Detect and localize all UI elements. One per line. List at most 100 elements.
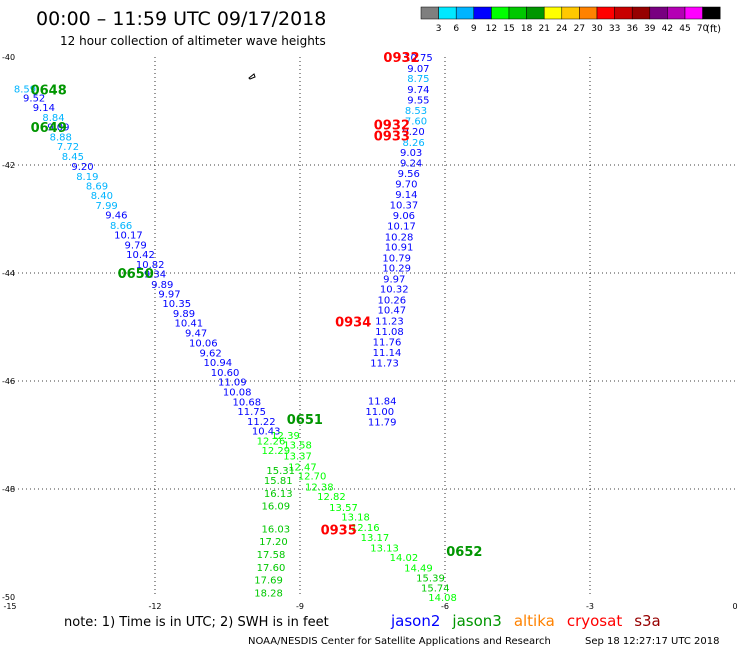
colorbar-tick-label: 15 (503, 24, 514, 34)
swh-value-label: 9.47 (185, 328, 207, 339)
x-tick-label: -12 (148, 602, 161, 611)
swh-value-label: 8.45 (62, 152, 84, 163)
swh-value-label: 11.73 (370, 359, 399, 370)
swh-value-label: 12.16 (351, 523, 380, 534)
colorbar-swatch (614, 6, 633, 20)
swh-value-label: 9.62 (199, 348, 221, 359)
swh-value-label: 8.59 (14, 84, 36, 95)
track-time-label: 0648 (31, 83, 67, 98)
swh-value-label: 9.97 (158, 290, 180, 301)
x-tick-label: -15 (3, 602, 16, 611)
swh-value-label: 10.17 (387, 221, 416, 232)
y-tick-label: -44 (2, 269, 15, 278)
swh-value-label: 18.28 (254, 589, 283, 600)
swh-value-label: 9.20 (71, 162, 93, 173)
swh-value-label: 10.17 (114, 231, 143, 242)
colorbar-tick-label: 39 (644, 24, 656, 34)
swh-value-label: 11.76 (373, 338, 402, 349)
swh-value-label: 12.82 (317, 492, 346, 503)
colorbar-swatch (702, 6, 721, 20)
swh-value-label: 15.81 (264, 476, 293, 487)
swh-value-label: 14.08 (428, 593, 457, 604)
swh-value-label: 14.49 (404, 563, 433, 574)
swh-value-label: 13.58 (283, 441, 312, 452)
mission-legend-item: cryosat (567, 612, 622, 630)
swh-value-label: 10.29 (382, 264, 411, 275)
swh-value-label: 9.89 (173, 309, 195, 320)
swh-value-label: 10.47 (378, 306, 407, 317)
swh-value-label: 12.38 (305, 482, 334, 493)
swh-value-label: 13.13 (370, 543, 399, 554)
x-tick-label: 0 (732, 602, 737, 611)
swh-value-label: 9.55 (407, 96, 429, 107)
swh-value-label: 15.74 (421, 583, 450, 594)
colorbar-tick-label: 36 (626, 24, 638, 34)
swh-value-label: 10.75 (404, 53, 433, 64)
swh-value-label: 12.70 (298, 472, 327, 483)
swh-value-label: 8.75 (407, 74, 429, 85)
colorbar-swatch (649, 6, 668, 20)
colorbar-tick-label: 30 (591, 24, 603, 34)
swh-value-label: 10.08 (223, 387, 252, 398)
swh-value-label: 9.70 (395, 179, 417, 190)
colorbar-swatch (667, 6, 686, 20)
swh-value-label: 11.00 (365, 407, 394, 418)
colorbar-swatch (455, 6, 475, 20)
swh-value-label: 9.14 (33, 103, 55, 114)
y-tick-label: -42 (2, 161, 15, 170)
track-time-label: 0652 (446, 545, 482, 560)
swh-value-label: 8.69 (86, 182, 108, 193)
swh-value-label: 10.60 (211, 368, 240, 379)
colorbar-swatch (561, 6, 580, 20)
x-tick-label: -9 (296, 602, 304, 611)
track-time-label: 0933 (374, 129, 410, 144)
y-tick-label: -40 (2, 53, 15, 62)
y-tick-label: -50 (2, 593, 15, 602)
swh-value-label: 11.08 (375, 327, 404, 338)
mission-legend-item: altika (514, 612, 555, 630)
colorbar-tick-label: 70 (697, 24, 709, 34)
swh-value-label: 9.46 (105, 211, 127, 222)
swh-value-label: 12.39 (271, 431, 300, 442)
swh-value-label: 9.34 (144, 270, 166, 281)
swh-value-label: 10.94 (204, 358, 233, 369)
colorbar-swatch (491, 6, 510, 20)
swh-value-label: 10.35 (162, 299, 191, 310)
mission-legend: jason2 jason3 altika cryosat s3a (390, 612, 661, 630)
swh-value-label: 12.26 (257, 436, 286, 447)
swh-value-label: 10.37 (390, 200, 419, 211)
swh-value-label: 13.17 (361, 533, 390, 544)
x-tick-label: -3 (586, 602, 594, 611)
swh-value-label: 11.14 (373, 348, 402, 359)
swh-value-label: 13.57 (329, 503, 358, 514)
swh-value-label: 12.29 (262, 446, 291, 457)
colorbar-swatch (631, 6, 651, 20)
swh-value-label: 17.58 (257, 550, 286, 561)
swh-value-label: 10.41 (175, 319, 204, 330)
swh-value-label: 10.79 (382, 253, 411, 264)
y-tick-label: -46 (2, 377, 15, 386)
colorbar-unit: (ft) (706, 24, 721, 35)
swh-value-label: 10.68 (233, 398, 262, 409)
swh-value-label: 10.42 (126, 250, 155, 261)
swh-value-label: 9.14 (395, 190, 417, 201)
swh-value-label: 9.89 (151, 280, 173, 291)
y-tick-label: -48 (2, 485, 15, 494)
colorbar-tick-label: 45 (679, 24, 690, 34)
swh-value-label: 9.07 (407, 64, 429, 75)
axis-ticks: -40 -42 -44 -46 -48 -50-15 -12 -9 -6 -3 0 (2, 53, 738, 611)
track-time-label: 0932 (383, 51, 419, 66)
colorbar-tick-label: 21 (538, 24, 549, 34)
swh-value-label: 16.13 (264, 489, 293, 500)
track-time-label: 0651 (287, 413, 323, 428)
swh-value-label: 10.26 (378, 295, 407, 306)
swh-value-label: 9.97 (383, 274, 405, 285)
swh-value-label: 8.88 (50, 132, 72, 143)
swh-value-label: 10.43 (252, 427, 281, 438)
swh-value-label: 12.47 (288, 462, 317, 473)
swh-value-label: 13.18 (341, 513, 370, 524)
swh-value-label: 17.60 (257, 563, 286, 574)
swh-value-label: 8.84 (42, 113, 64, 124)
swh-value-label: 14.02 (390, 553, 419, 564)
